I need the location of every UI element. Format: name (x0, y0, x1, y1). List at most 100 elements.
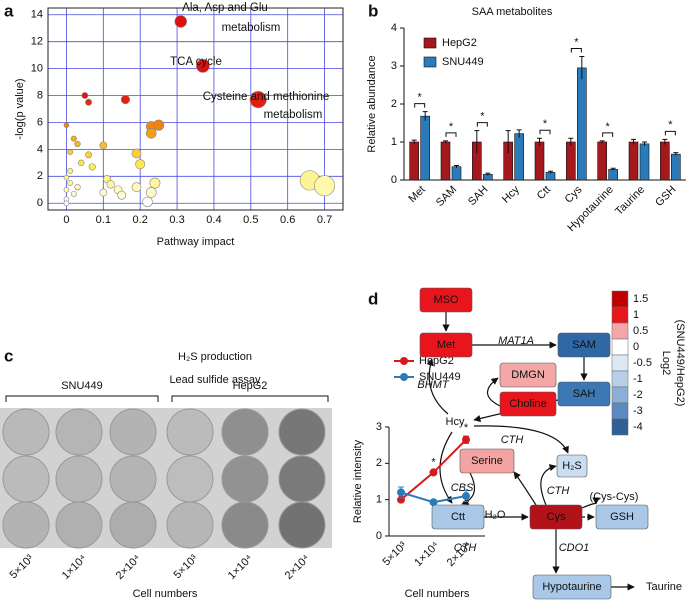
annotation: metabolism (264, 109, 323, 121)
blot-spot (278, 501, 326, 549)
chart-title: SAA metabolites (472, 6, 553, 18)
error-bar (642, 141, 647, 146)
blot-spot (2, 501, 50, 549)
node-box (459, 448, 515, 474)
arrow (473, 425, 569, 454)
bar (608, 169, 618, 181)
x-tick-label: Hcy (500, 183, 522, 205)
legend-swatch (423, 56, 437, 68)
colorbar-cell (611, 386, 629, 404)
significance-bracket (414, 103, 426, 108)
error-bar (579, 56, 585, 80)
point (145, 187, 157, 198)
panel-label: b (368, 1, 378, 20)
x-tick-label: Cys (563, 183, 585, 205)
y-axis-title: Relative abundance (366, 55, 378, 152)
node-label: MSO (433, 294, 459, 306)
error-bar (422, 111, 428, 121)
chart-title: H₂S production (178, 351, 252, 363)
blot-spot (278, 455, 326, 503)
arrow (426, 358, 449, 415)
colorbar-tick-label: 1 (633, 309, 639, 321)
y-tick-label: 0 (37, 197, 43, 209)
node-box (529, 504, 583, 530)
chart-subtitle: Lead sulfide assay (169, 374, 261, 386)
pathway-text: (Cys-Cys) (590, 491, 639, 503)
error-bar (568, 137, 574, 146)
point (77, 159, 85, 167)
colorbar-tick-label: 1.5 (633, 293, 648, 305)
colorbar-cell (611, 370, 629, 388)
blot-bracket (5, 395, 329, 402)
colorbar-cell (611, 322, 629, 340)
legend-marker (400, 357, 408, 365)
error-bar (673, 152, 679, 156)
x-tick-label: Taurine (613, 184, 647, 218)
x-tick-label: Met (406, 184, 427, 205)
point (117, 190, 127, 200)
node-label: SAM (572, 339, 596, 351)
point (145, 127, 157, 139)
y-tick-label: 2 (37, 170, 43, 182)
significance-label: * (606, 121, 611, 133)
point (196, 59, 210, 73)
x-tick-label: 0.6 (280, 214, 295, 226)
y-tick-label: 4 (391, 22, 397, 34)
blot-spots (2, 408, 326, 549)
bar (566, 141, 576, 181)
point (462, 435, 470, 444)
bar (577, 67, 587, 181)
y-tick-label: 1 (391, 136, 397, 148)
point (63, 174, 70, 181)
point (85, 98, 93, 106)
significance-label: * (464, 422, 469, 434)
enzyme-label: CTH (547, 485, 570, 497)
arrow (461, 472, 476, 505)
panel-label: d (368, 289, 378, 308)
y-tick-label: 10 (31, 63, 43, 75)
annotation: Ala, Asp and Glu (182, 2, 268, 14)
colorbar-cell (611, 354, 629, 372)
bar (440, 141, 451, 181)
plot-frame (47, 7, 344, 211)
node-label: Ctt (451, 511, 465, 523)
bar (409, 141, 419, 181)
y-tick-label: 1 (376, 494, 382, 506)
point (70, 135, 77, 142)
enzyme-label: BHMT (417, 379, 449, 391)
point (429, 498, 438, 507)
node-box (499, 362, 557, 388)
blot-spot (166, 501, 214, 549)
point (249, 91, 267, 109)
arrow (439, 431, 453, 504)
node-label: Met (437, 339, 455, 351)
error-bar (631, 138, 636, 145)
blot-spot (166, 455, 214, 503)
error-bar (599, 140, 605, 144)
pathway-text: Hcy (446, 416, 465, 428)
x-tick-label: 0.5 (243, 214, 258, 226)
node-label: SAH (573, 388, 596, 400)
node-label: Hypotaurine (542, 581, 601, 593)
blot-spot (55, 501, 103, 549)
x-tick-label: 1×10⁴ (412, 540, 442, 570)
significance-bracket (664, 130, 676, 136)
point (70, 190, 77, 197)
point (135, 159, 146, 170)
node-box (431, 504, 485, 530)
error-bar (505, 130, 511, 154)
x-tick-label: 0 (63, 214, 69, 226)
blot-column-label: 1×10⁴ (226, 553, 256, 583)
point (74, 183, 81, 191)
colorbar-cell (611, 290, 629, 308)
blot-column-label: 2×10⁴ (114, 553, 144, 583)
significance-label: * (431, 457, 436, 469)
colorbar-tick-label: -0.5 (633, 357, 652, 369)
arrow (513, 471, 537, 506)
y-tick-label: 14 (31, 9, 43, 21)
colorbar-cell (611, 306, 629, 324)
blot-background (0, 408, 332, 548)
y-tick-label: 2 (376, 457, 382, 469)
arrow (581, 497, 600, 509)
